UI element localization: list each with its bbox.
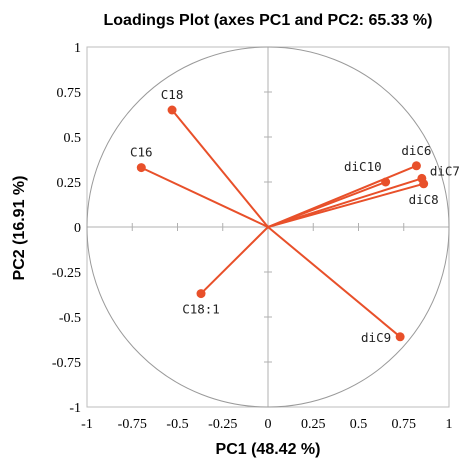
x-tick-label: 0.75 (392, 417, 417, 432)
loading-vector (267, 181, 387, 228)
x-tick-label: -0.5 (166, 417, 188, 432)
y-tick-label: 0.5 (64, 131, 82, 146)
y-tick-label: -0.25 (52, 266, 81, 281)
y-tick-label: -0.75 (52, 356, 81, 371)
x-tick-label: -0.25 (208, 417, 237, 432)
x-axis-label: PC1 (48.42 %) (216, 441, 321, 458)
y-tick-label: 1 (74, 41, 81, 56)
loading-point (419, 179, 429, 189)
y-tick-label: -0.5 (59, 311, 81, 326)
loading-point (196, 289, 206, 299)
x-tick-label: -1 (81, 417, 93, 432)
loading-point (167, 105, 177, 115)
y-tick-label: -1 (69, 401, 81, 416)
x-tick-label: 0 (265, 417, 272, 432)
loading-point (136, 163, 146, 173)
chart-title: Loadings Plot (axes PC1 and PC2: 65.33 %… (104, 12, 433, 29)
x-tick-label: 0.5 (350, 417, 368, 432)
loading-vector (200, 226, 269, 295)
y-axis-label: PC2 (16.91 %) (11, 176, 28, 281)
correlation-circle-layer (86, 46, 450, 408)
loading-points-layer (136, 105, 429, 342)
x-tick-labels: -1 -0.75 -0.5 -0.25 0 0.25 0.5 0.75 1 (81, 417, 452, 432)
loading-vector (171, 109, 269, 228)
point-label: diC9 (361, 330, 391, 345)
y-tick-labels: 1 0.75 0.5 0.25 0 -0.25 -0.5 -0.75 -1 (52, 41, 81, 416)
x-tick-label: 0.25 (301, 417, 326, 432)
point-label: C18:1 (182, 302, 220, 317)
point-labels-layer: C18 C16 C18:1 diC6 diC10 diC7 diC8 diC9 (130, 87, 460, 345)
y-tick-label: 0.75 (57, 86, 82, 101)
point-label: diC6 (401, 143, 431, 158)
point-label: C18 (161, 87, 184, 102)
loading-vectors-layer (140, 109, 424, 338)
x-tick-label: 1 (446, 417, 453, 432)
point-label: diC10 (344, 159, 382, 174)
point-label: C16 (130, 145, 153, 160)
point-label: diC7 (430, 163, 460, 178)
loading-point (411, 161, 421, 171)
loading-vector (267, 182, 424, 228)
loading-vector (140, 166, 269, 228)
point-label: diC8 (409, 192, 439, 207)
y-tick-label: 0.25 (57, 176, 82, 191)
y-tick-label: 0 (74, 221, 81, 236)
loading-point (395, 332, 405, 342)
loading-point (381, 177, 391, 187)
loading-vector (267, 226, 401, 338)
correlation-circle (86, 46, 450, 408)
x-tick-label: -0.75 (118, 417, 147, 432)
